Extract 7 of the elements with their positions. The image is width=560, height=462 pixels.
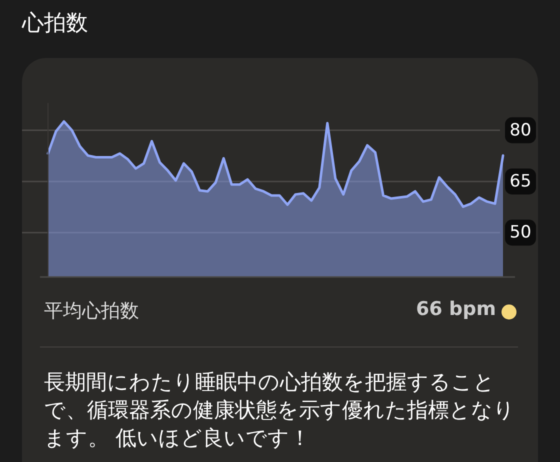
chart-title: 心拍数 [22,10,88,38]
y-tick-label: 50 [510,222,532,243]
text: 長期間にわたり睡眠中の心拍数を把握することで、循環器系の健康状態を示す優れた指標となります。 低いほど良いです！ [44,369,516,452]
text: 平均心拍数 [44,299,139,324]
y-tick-label: 80 [510,120,532,140]
y-tick-label: 65 [510,171,532,192]
text: 66 bpm [416,298,496,320]
